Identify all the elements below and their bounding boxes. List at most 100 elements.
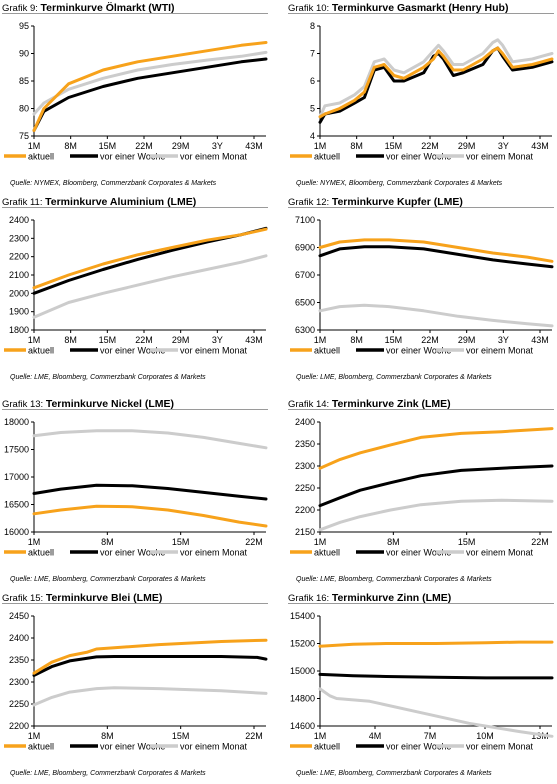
x-tick-label: 22M <box>421 335 439 345</box>
y-tick-label: 95 <box>19 21 29 31</box>
x-tick-label: 8M <box>350 335 363 345</box>
x-tick-label: 1M <box>28 335 41 345</box>
y-tick-label: 90 <box>19 49 29 59</box>
y-tick-label: 15000 <box>290 666 315 676</box>
x-tick-label: 15M <box>385 335 403 345</box>
y-tick-label: 1900 <box>9 307 29 317</box>
source-note: Quelle: LME, Bloomberg, Commerzbank Corp… <box>10 576 206 583</box>
y-tick-label: 17500 <box>4 445 29 455</box>
chart-title-text: Terminkurve Zinn (LME) <box>331 592 452 604</box>
y-tick-label: 14800 <box>290 694 315 704</box>
y-tick-label: 6900 <box>295 243 315 253</box>
x-tick-label: 29M <box>458 141 476 151</box>
source-note: Quelle: NYMEX, Bloomberg, Commerzbank Co… <box>296 180 503 187</box>
chart-title-text: Terminkurve Ölmarkt (WTI) <box>40 2 175 14</box>
y-tick-label: 2450 <box>9 611 29 621</box>
y-tick-label: 16500 <box>4 500 29 510</box>
y-tick-label: 2000 <box>9 288 29 298</box>
y-tick-label: 16000 <box>4 527 29 537</box>
x-tick-label: 15M <box>99 335 117 345</box>
chart-title-text: Terminkurve Gasmarkt (Henry Hub) <box>331 2 509 14</box>
legend-label: vor einer Woche <box>386 742 451 752</box>
chart-title: Grafik 15: Terminkurve Blei (LME) <box>2 592 162 604</box>
x-tick-label: 29M <box>458 335 476 345</box>
chart-number: Grafik 12: <box>288 197 332 208</box>
source-note: Quelle: LME, Bloomberg, Commerzbank Corp… <box>296 770 492 777</box>
series-line-monat <box>318 498 554 532</box>
x-tick-label: 1M <box>314 141 327 151</box>
legend-label: aktuell <box>28 346 54 356</box>
y-tick-label: 4 <box>310 131 315 141</box>
chart-title-text: Terminkurve Kupfer (LME) <box>331 196 463 208</box>
chart-title: Grafik 9: Terminkurve Ölmarkt (WTI) <box>2 2 175 14</box>
chart-panel: Grafik 9: Terminkurve Ölmarkt (WTI) 75 80 8… <box>2 2 268 194</box>
y-tick-label: 1800 <box>9 325 29 335</box>
chart-number: Grafik 15: <box>2 593 46 604</box>
x-tick-label: 3Y <box>212 335 223 345</box>
chart-title-text: Terminkurve Zink (LME) <box>331 398 451 410</box>
chart-panel: Grafik 13: Terminkurve Nickel (LME) 16000… <box>2 398 268 590</box>
chart-panel: Grafik 10: Terminkurve Gasmarkt (Henry H… <box>288 2 554 194</box>
legend-label: vor einer Woche <box>386 548 451 558</box>
line-chart: 1800 1900 2000 2100 2200 2300 2400 1M 8M 15M 22M 29… <box>4 215 268 356</box>
source-note: Quelle: NYMEX, Bloomberg, Commerzbank Co… <box>10 180 217 187</box>
source-note: Quelle: LME, Bloomberg, Commerzbank Corp… <box>10 770 206 777</box>
y-tick-label: 85 <box>19 76 29 86</box>
x-tick-label: 43M <box>245 141 263 151</box>
legend-label: aktuell <box>28 742 54 752</box>
x-tick-label: 22M <box>531 537 549 547</box>
y-tick-label: 2400 <box>9 215 29 225</box>
y-tick-label: 6500 <box>295 298 315 308</box>
title-rule <box>288 603 554 604</box>
chart-panel: Grafik 14: Terminkurve Zink (LME) 2150 220… <box>288 398 554 590</box>
y-tick-label: 2400 <box>295 417 315 427</box>
series-line-monat <box>318 687 554 738</box>
chart-panel: Grafik 11: Terminkurve Aluminium (LME) 18… <box>2 196 268 388</box>
x-tick-label: 43M <box>531 141 549 151</box>
chart-number: Grafik 13: <box>2 399 46 410</box>
source-note: Quelle: LME, Bloomberg, Commerzbank Corp… <box>296 576 492 583</box>
y-tick-label: 75 <box>19 131 29 141</box>
x-tick-label: 7M <box>424 731 437 741</box>
series-line-aktuell <box>318 640 554 648</box>
x-tick-label: 1M <box>314 731 327 741</box>
y-tick-label: 2350 <box>9 655 29 665</box>
series-line-woche <box>32 57 268 132</box>
x-tick-label: 8M <box>387 537 400 547</box>
legend-label: vor einer Woche <box>100 346 165 356</box>
x-tick-label: 3Y <box>498 335 509 345</box>
chart-title-text: Terminkurve Nickel (LME) <box>45 398 175 410</box>
y-tick-label: 6300 <box>295 325 315 335</box>
x-tick-label: 22M <box>245 537 263 547</box>
legend-label: vor einer Woche <box>386 152 451 162</box>
chart-number: Grafik 14: <box>288 399 332 410</box>
x-tick-label: 15M <box>99 141 117 151</box>
y-tick-label: 2100 <box>9 270 29 280</box>
x-tick-label: 10M <box>476 731 494 741</box>
legend-label: vor einer Woche <box>100 742 165 752</box>
chart-number: Grafik 10: <box>288 3 332 14</box>
source-note: Quelle: LME, Bloomberg, Commerzbank Corp… <box>296 374 492 381</box>
y-tick-label: 2250 <box>295 483 315 493</box>
x-tick-label: 43M <box>531 335 549 345</box>
series-line-woche <box>318 245 554 269</box>
chart-title: Grafik 14: Terminkurve Zink (LME) <box>288 398 451 410</box>
title-rule <box>2 13 268 14</box>
legend-label: vor einem Monat <box>466 548 534 558</box>
y-tick-label: 2250 <box>9 699 29 709</box>
x-tick-label: 1M <box>314 537 327 547</box>
chart-number: Grafik 9: <box>2 3 41 14</box>
line-chart: 6300 6500 6700 6900 7100 1M 8M 15M 22M 29M 3Y 43M ak… <box>290 215 554 356</box>
chart-title: Grafik 12: Terminkurve Kupfer (LME) <box>288 196 463 208</box>
y-tick-label: 2350 <box>295 439 315 449</box>
y-tick-label: 2200 <box>9 721 29 731</box>
x-tick-label: 29M <box>172 335 190 345</box>
y-tick-label: 7 <box>310 49 315 59</box>
y-tick-label: 15400 <box>290 611 315 621</box>
y-tick-label: 8 <box>310 21 315 31</box>
series-line-monat <box>32 686 268 707</box>
x-tick-label: 22M <box>245 731 263 741</box>
title-rule <box>2 603 268 604</box>
legend-label: aktuell <box>314 152 340 162</box>
